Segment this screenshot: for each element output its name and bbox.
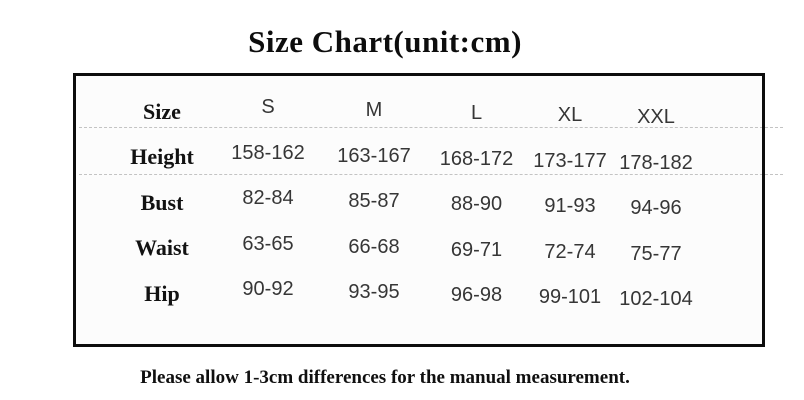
measurement-note: Please allow 1-3cm differences for the m… (140, 367, 630, 388)
table-rows-container: Size S M L XL XXL Height 158-162 163-167… (73, 73, 765, 317)
table-row-waist: Waist 63-65 66-68 69-71 72-74 75-77 (109, 226, 765, 272)
table-cell: 75-77 (630, 242, 682, 265)
table-cell: 72-74 (544, 240, 596, 263)
table-cell: 168-172 (439, 147, 514, 170)
table-cell: 178-182 (619, 151, 693, 174)
size-chart-table: Size S M L XL XXL Height 158-162 163-167… (73, 73, 765, 347)
table-row-hip: Hip 90-92 93-95 96-98 99-101 102-104 (109, 271, 765, 317)
dashed-divider-under-header (79, 127, 783, 128)
row-label-height: Height (130, 144, 194, 170)
table-cell: 66-68 (348, 235, 400, 258)
page-title: Size Chart(unit:cm) (248, 24, 522, 59)
table-cell: 163-167 (337, 144, 411, 167)
table-header-row: Size S M L XL XXL (109, 89, 765, 135)
dashed-divider-under-height (79, 174, 783, 175)
table-cell: 91-93 (544, 195, 596, 218)
table-cell: 93-95 (348, 281, 400, 304)
col-header-l: L (470, 102, 483, 125)
table-cell: 102-104 (619, 288, 693, 311)
col-header-size: Size (143, 98, 181, 124)
table-cell: 88-90 (450, 193, 503, 216)
table-cell: 94-96 (630, 197, 682, 220)
col-header-m: M (365, 99, 383, 122)
table-cell: 85-87 (348, 190, 400, 213)
table-row-height: Height 158-162 163-167 168-172 173-177 1… (109, 135, 765, 181)
table-cell: 173-177 (533, 149, 607, 172)
table-cell: 69-71 (450, 238, 503, 261)
col-header-s: S (261, 96, 275, 119)
table-row-bust: Bust 82-84 85-87 88-90 91-93 94-96 (109, 180, 765, 226)
row-label-waist: Waist (135, 235, 189, 261)
table-cell: 82-84 (242, 187, 294, 210)
col-header-xl: XL (557, 104, 583, 127)
table-cell: 99-101 (538, 286, 602, 309)
table-cell: 63-65 (242, 232, 294, 255)
col-header-xxl: XXL (637, 106, 675, 129)
table-cell: 96-98 (450, 284, 503, 307)
table-cell: 90-92 (242, 278, 294, 301)
row-label-hip: Hip (144, 280, 180, 306)
table-cell: 158-162 (231, 141, 305, 164)
row-label-bust: Bust (140, 189, 184, 215)
